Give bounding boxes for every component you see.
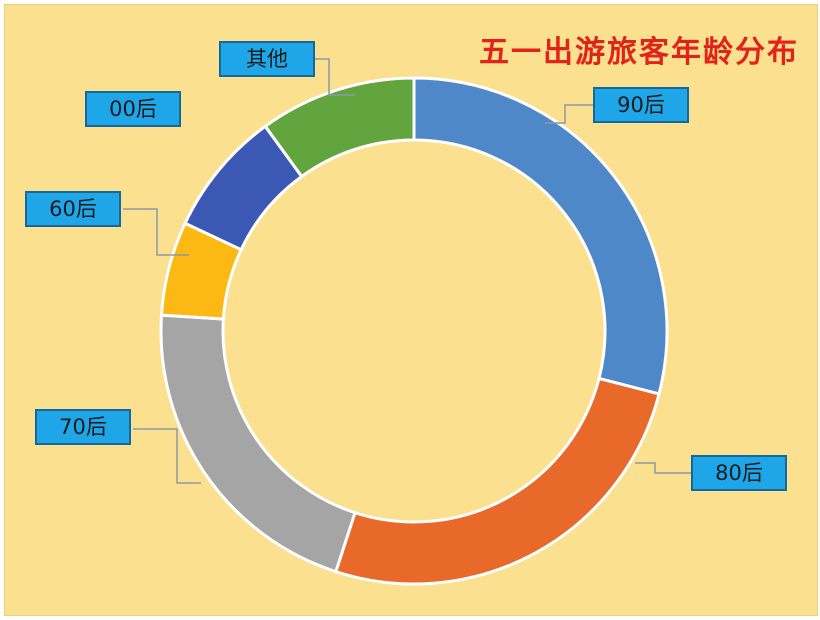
- leader-line-80s: [635, 462, 691, 474]
- slice-other: [263, 76, 416, 179]
- slice-80s: [333, 376, 661, 586]
- leader-line-90s: [545, 104, 593, 124]
- chart-area: 五一出游旅客年龄分布 90后 80后 70后 60后 00后 其他: [4, 4, 818, 616]
- leader-line-60s: [123, 208, 189, 256]
- leader-line-other: [315, 58, 355, 96]
- data-label-90s: 90后: [593, 87, 689, 123]
- data-label-80s: 80后: [691, 455, 787, 491]
- data-label-other: 其他: [219, 41, 315, 77]
- donut-chart: [123, 58, 691, 586]
- leader-line-70s: [133, 428, 201, 484]
- data-label-70s: 70后: [35, 409, 131, 445]
- data-label-60s: 60后: [25, 191, 121, 227]
- slice-90s: [412, 76, 669, 396]
- data-label-00s: 00后: [85, 91, 181, 127]
- slice-70s: [159, 313, 357, 574]
- chart-title: 五一出游旅客年龄分布: [479, 35, 799, 70]
